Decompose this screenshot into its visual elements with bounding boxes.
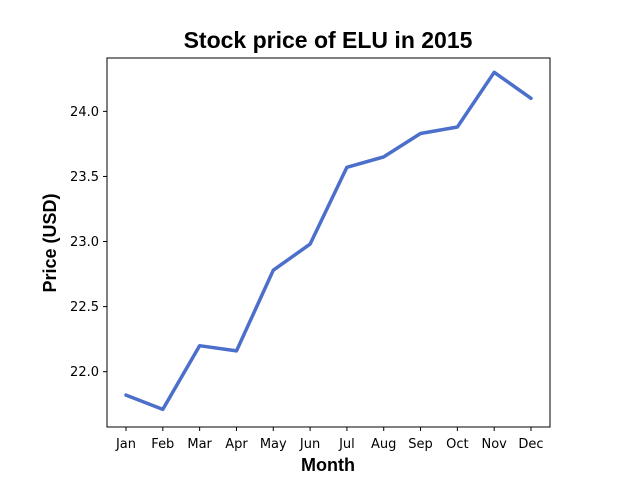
x-tick-label: Jul bbox=[338, 437, 355, 452]
x-tick-label: Dec bbox=[518, 437, 543, 452]
x-tick-label: May bbox=[260, 437, 287, 452]
plot-area-frame bbox=[106, 57, 551, 428]
x-axis-label: Month bbox=[301, 455, 355, 475]
y-tick-label: 22.0 bbox=[70, 365, 99, 380]
x-tick-label: Nov bbox=[481, 437, 507, 452]
x-tick-label: Apr bbox=[225, 437, 248, 452]
y-tick-label: 23.0 bbox=[70, 235, 99, 250]
x-axis: Jan Feb Mar Apr May Jun Jul Aug Sep Oct Nov Dec bbox=[115, 427, 544, 452]
x-tick-label: Feb bbox=[151, 437, 174, 452]
x-tick-label: Mar bbox=[187, 437, 212, 452]
series-layer bbox=[124, 70, 533, 412]
y-tick-label: 24.0 bbox=[70, 105, 99, 120]
x-tick-label: Jan bbox=[115, 437, 136, 452]
x-tick-label: Sep bbox=[408, 437, 433, 452]
y-tick-label: 22.5 bbox=[70, 300, 99, 315]
y-tick-label: 23.5 bbox=[70, 170, 99, 185]
x-tick-label: Aug bbox=[371, 437, 396, 452]
x-tick-label: Jun bbox=[299, 437, 320, 452]
x-tick-label: Oct bbox=[446, 437, 468, 452]
chart-title: Stock price of ELU in 2015 bbox=[184, 27, 473, 53]
y-axis-label: Price (USD) bbox=[40, 193, 60, 292]
y-axis: 22.0 22.5 23.0 23.5 24.0 bbox=[70, 105, 107, 380]
series-line-0 bbox=[124, 70, 533, 412]
